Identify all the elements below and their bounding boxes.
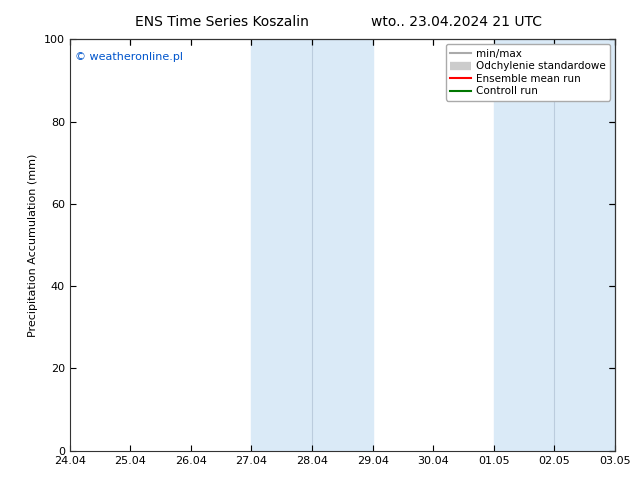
Legend: min/max, Odchylenie standardowe, Ensemble mean run, Controll run: min/max, Odchylenie standardowe, Ensembl… <box>446 45 610 100</box>
Bar <box>494 39 615 451</box>
Text: ENS Time Series Koszalin: ENS Time Series Koszalin <box>135 15 309 29</box>
Y-axis label: Precipitation Accumulation (mm): Precipitation Accumulation (mm) <box>29 153 38 337</box>
Text: wto.. 23.04.2024 21 UTC: wto.. 23.04.2024 21 UTC <box>371 15 542 29</box>
Text: © weatheronline.pl: © weatheronline.pl <box>75 51 183 62</box>
Bar <box>252 39 373 451</box>
